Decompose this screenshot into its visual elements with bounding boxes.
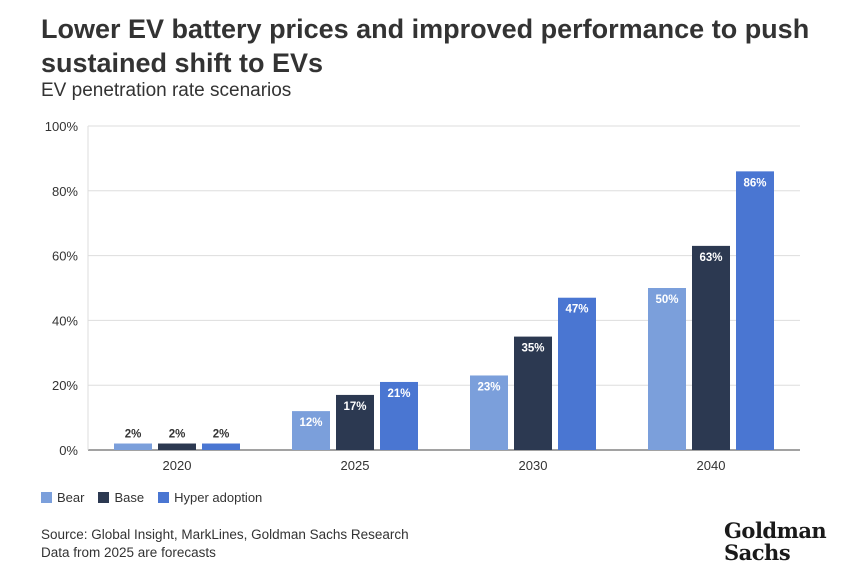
x-tick-label: 2040	[697, 458, 726, 473]
x-tick-label: 2030	[519, 458, 548, 473]
source-note: Source: Global Insight, MarkLines, Goldm…	[41, 527, 409, 542]
data-label: 86%	[743, 177, 766, 189]
bar-bear	[114, 443, 152, 450]
data-label: 23%	[477, 381, 500, 393]
chart-title: Lower EV battery prices and improved per…	[41, 14, 810, 78]
y-tick-label: 80%	[52, 184, 78, 199]
data-label: 12%	[299, 417, 322, 429]
data-label: 47%	[565, 304, 588, 316]
bar-hyper-adoption	[380, 381, 418, 450]
bar-base	[514, 336, 552, 450]
data-label: 21%	[387, 388, 410, 400]
legend-item-hyper: Hyper adoption	[158, 490, 262, 505]
data-label: 2%	[169, 429, 186, 441]
bar-bear	[292, 411, 330, 450]
x-tick-label: 2020	[163, 458, 192, 473]
data-label: 2%	[125, 429, 142, 441]
y-tick-label: 40%	[52, 313, 78, 328]
y-tick-label: 20%	[52, 378, 78, 393]
bar-hyper-adoption	[558, 297, 596, 450]
logo-line-2: Sachs	[724, 540, 791, 565]
bar-hyper-adoption	[202, 443, 240, 450]
legend-swatch-base	[98, 492, 110, 503]
legend-label-base: Base	[114, 490, 145, 505]
x-tick-label: 2025	[341, 458, 370, 473]
legend: Bear Base Hyper adoption	[41, 490, 262, 505]
data-label: 63%	[699, 252, 722, 264]
legend-swatch-bear	[41, 492, 52, 503]
data-label: 35%	[521, 343, 544, 355]
legend-swatch-hyper	[158, 492, 170, 503]
logo-line-1: Goldman	[724, 518, 827, 543]
bar-base	[336, 394, 374, 450]
y-tick-label: 100%	[45, 119, 79, 134]
y-tick-label: 60%	[52, 249, 78, 264]
y-tick-label: 0%	[59, 443, 78, 458]
data-label: 2%	[213, 429, 230, 441]
legend-item-base: Base	[98, 490, 144, 505]
data-label: 17%	[343, 401, 366, 413]
footer: Source: Global Insight, MarkLines, Goldm…	[41, 526, 409, 562]
bar-base	[158, 443, 196, 450]
legend-label-bear: Bear	[57, 490, 85, 505]
legend-label-hyper: Hyper adoption	[174, 490, 263, 505]
chart-subtitle: EV penetration rate scenarios	[41, 80, 292, 101]
data-label: 50%	[655, 294, 678, 306]
forecast-note: Data from 2025 are forecasts	[41, 545, 216, 560]
bar-chart: 0% 20% 40% 60% 80% 100% 2% 2% 2% 2020 12% 17% 21% 202…	[45, 119, 800, 473]
bar-bear	[470, 375, 508, 450]
bar-bear	[648, 288, 686, 450]
bar-base	[692, 245, 730, 450]
goldman-sachs-logo: Goldman Sachs	[724, 518, 827, 565]
legend-item-bear: Bear	[41, 490, 84, 505]
bar-hyper-adoption	[736, 171, 774, 451]
